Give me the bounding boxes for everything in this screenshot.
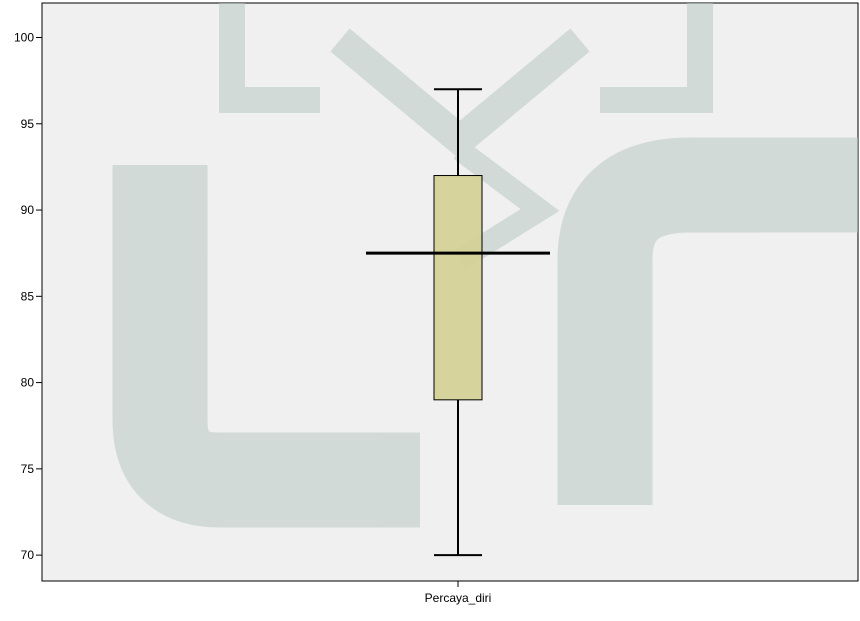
- y-axis: 70 75 80 85 90 95 100: [14, 31, 42, 562]
- watermark-logo: [112, 3, 858, 528]
- y-tick-label: 85: [21, 289, 35, 303]
- boxplot-series: [366, 88, 550, 557]
- y-tick-label: 70: [21, 548, 35, 562]
- y-tick-label: 75: [21, 462, 35, 476]
- x-axis: Percaya_diri: [425, 581, 492, 605]
- box-iqr: [433, 175, 483, 401]
- y-tick-label: 100: [14, 31, 34, 45]
- y-tick-label: 95: [21, 117, 35, 131]
- x-tick-label: Percaya_diri: [425, 591, 492, 605]
- y-tick-label: 80: [21, 376, 35, 390]
- y-tick-label: 90: [21, 203, 35, 217]
